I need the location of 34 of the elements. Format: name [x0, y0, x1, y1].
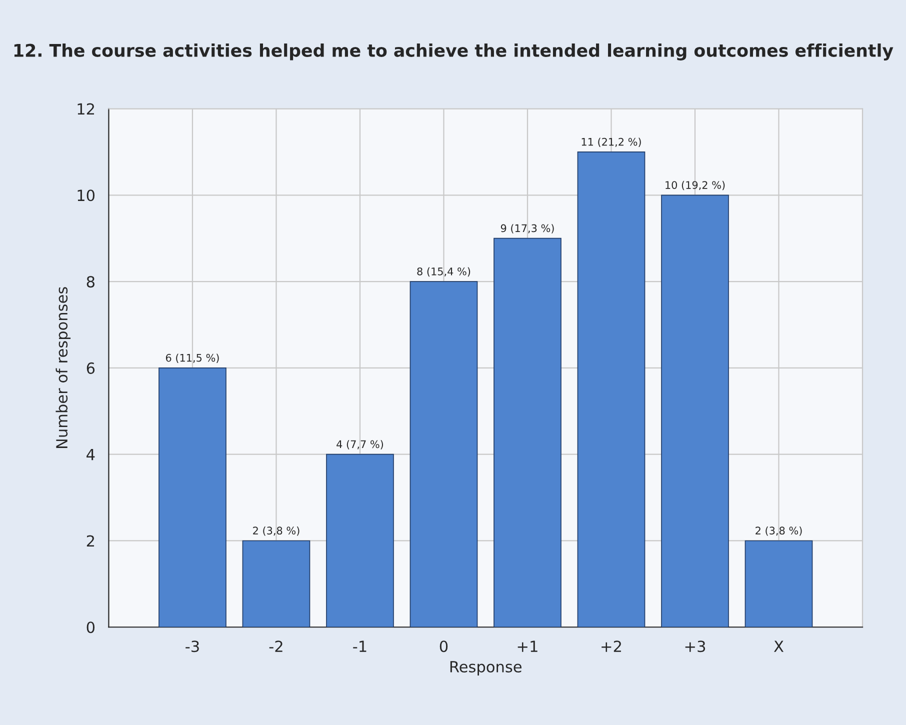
x-axis-title: Response [450, 661, 522, 676]
x-tick-label: 0 [440, 640, 448, 652]
y-tick-label: 12 [78, 103, 94, 115]
data-label: 9 (17,3 %) [500, 224, 554, 234]
y-tick-label: 4 [86, 449, 95, 460]
y-tick-label: 10 [78, 190, 95, 202]
data-label: 2 (3,8 %) [253, 526, 300, 536]
x-tick-label: X [774, 640, 784, 652]
data-label: 4 (7,7 %) [336, 440, 384, 450]
x-tick-label: +1 [518, 640, 538, 652]
x-tick-label: -2 [269, 640, 282, 652]
data-label: 8 (15,4 %) [417, 267, 470, 277]
x-tick-label: +2 [602, 640, 621, 652]
bar [661, 194, 729, 628]
y-tick-label: 6 [86, 362, 95, 374]
bar [242, 540, 310, 628]
bar [326, 454, 394, 628]
data-label: 10 (19,2 %) [666, 180, 725, 190]
x-tick-label: -1 [353, 640, 366, 652]
bar [577, 152, 646, 628]
bar [744, 540, 813, 628]
x-tick-label: +3 [685, 640, 706, 652]
data-label: 6 (11,5 %) [166, 354, 219, 363]
bar [494, 238, 562, 628]
y-tick-label: 8 [86, 276, 94, 288]
y-axis-title: Number of responses [56, 287, 71, 448]
data-label: 11 (21,2 %) [582, 138, 641, 147]
x-tick-label: -3 [186, 640, 199, 652]
data-label: 2 (3,8 %) [756, 526, 802, 536]
bar [410, 281, 478, 628]
bar [158, 368, 226, 628]
chart-title: 12. The course activities helped me to achieve the intended learning outcomes efficiently [14, 44, 894, 60]
y-tick-label: 2 [86, 535, 94, 547]
y-tick-label: 0 [86, 622, 95, 634]
